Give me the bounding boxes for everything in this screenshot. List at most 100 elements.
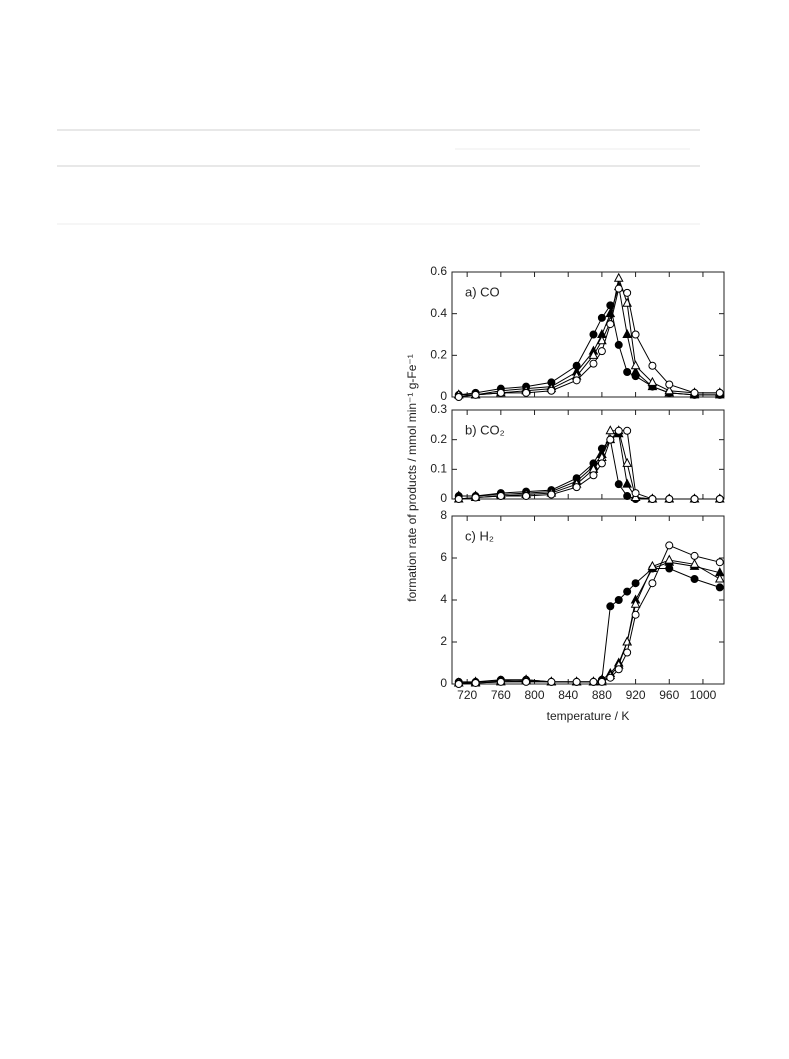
marker: [614, 340, 623, 349]
marker: [588, 349, 599, 359]
marker: [630, 366, 641, 376]
y-tick-label: 0.2: [430, 348, 447, 362]
y-tick-label: 4: [440, 592, 447, 606]
marker: [648, 495, 657, 503]
marker: [630, 598, 641, 608]
marker: [496, 388, 505, 397]
marker: [614, 284, 623, 293]
marker: [715, 388, 724, 397]
y-tick-label: 0.6: [430, 264, 447, 278]
marker: [605, 425, 616, 435]
marker: [606, 320, 615, 329]
marker: [522, 677, 531, 686]
marker: [648, 361, 657, 370]
series-line: [458, 544, 720, 685]
x-tick-label: 1000: [690, 688, 717, 702]
x-tick-label: 800: [525, 688, 545, 702]
marker: [572, 483, 581, 492]
marker: [471, 390, 480, 399]
y-tick-label: 6: [440, 550, 447, 564]
marker: [623, 426, 632, 435]
marker: [496, 492, 505, 501]
x-tick-label: 760: [491, 688, 511, 702]
x-tick-label: 920: [626, 688, 646, 702]
y-tick-label: 0.3: [430, 402, 447, 416]
marker: [623, 492, 632, 501]
series-line: [458, 286, 720, 396]
marker: [715, 558, 724, 567]
marker: [471, 493, 480, 502]
series-line: [458, 287, 720, 398]
marker: [496, 677, 505, 686]
y-tick-label: 0: [440, 491, 447, 505]
marker: [597, 313, 606, 322]
x-axis-label: temperature / K: [547, 709, 630, 723]
y-axis-label: formation rate of products / mmol min⁻¹ …: [405, 354, 419, 601]
marker: [522, 388, 531, 397]
marker: [614, 426, 623, 435]
marker: [714, 573, 725, 583]
marker: [647, 560, 658, 570]
marker: [690, 551, 699, 560]
y-tick-label: 0.2: [430, 432, 447, 446]
marker: [606, 435, 615, 444]
marker: [614, 596, 623, 604]
marker: [631, 330, 640, 339]
panel-title: c) H₂: [465, 528, 494, 543]
marker: [631, 489, 640, 498]
marker: [597, 677, 606, 686]
x-tick-label: 880: [592, 688, 612, 702]
y-tick-label: 0.4: [430, 306, 447, 320]
panel-title: a) CO: [465, 284, 500, 299]
y-tick-label: 8: [440, 508, 447, 522]
marker: [623, 587, 632, 596]
marker: [665, 380, 674, 389]
plot-frame: [451, 409, 725, 500]
marker: [597, 459, 606, 468]
marker: [572, 677, 581, 686]
marker: [572, 376, 581, 385]
x-tick-label: 840: [558, 688, 578, 702]
marker: [647, 376, 658, 386]
marker: [622, 457, 632, 467]
y-tick-label: 2: [440, 634, 447, 648]
marker: [715, 583, 724, 592]
marker: [522, 492, 531, 501]
marker: [622, 328, 632, 338]
series-line: [458, 276, 720, 396]
y-tick-label: 0.1: [430, 462, 447, 476]
marker: [614, 480, 623, 489]
marker: [715, 495, 724, 503]
marker: [547, 677, 556, 686]
marker: [690, 388, 699, 397]
series-line: [458, 568, 720, 683]
marker: [664, 554, 675, 564]
marker: [454, 680, 463, 688]
y-tick-label: 0: [440, 389, 447, 403]
figure: 0 0.2 0.4 0.6 a) CO 0 0.1 0.2 0.3 b) CO₂ formation…: [405, 264, 725, 723]
marker: [690, 575, 699, 583]
marker: [623, 288, 632, 297]
marker: [454, 495, 463, 503]
x-tick-label: 960: [659, 688, 679, 702]
marker: [689, 558, 700, 568]
marker: [471, 678, 480, 687]
marker: [623, 368, 632, 376]
marker: [665, 541, 674, 550]
marker: [631, 579, 640, 588]
series-line: [458, 430, 720, 500]
plot-frame: [451, 271, 725, 398]
marker: [547, 386, 556, 395]
marker: [623, 648, 632, 657]
marker: [614, 665, 623, 674]
marker: [454, 393, 463, 401]
marker: [589, 677, 598, 686]
marker: [613, 272, 624, 282]
marker: [665, 564, 674, 573]
marker: [597, 335, 607, 345]
marker: [547, 490, 556, 499]
marker: [606, 602, 615, 611]
marker: [665, 495, 674, 503]
